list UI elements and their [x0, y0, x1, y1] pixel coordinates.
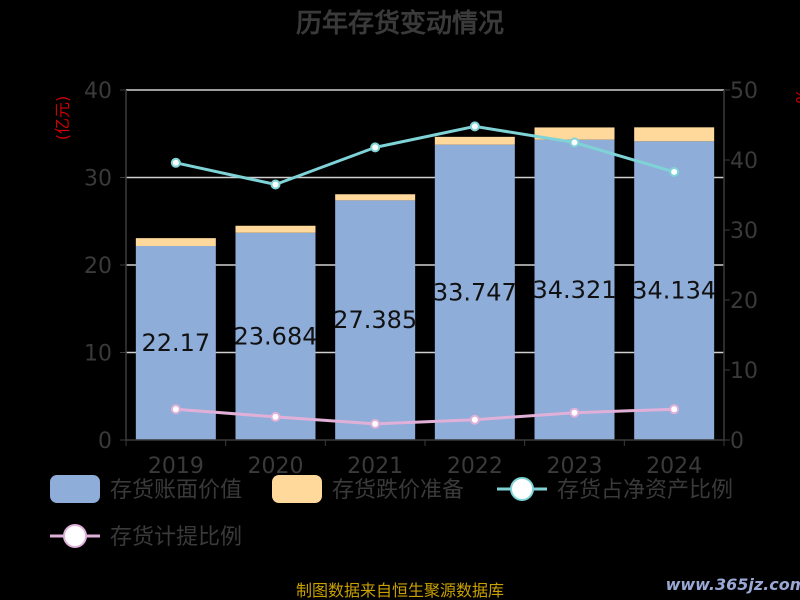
axes: 0 10 20 30 40 0 10 20 30 40 50 2019 2020 2021 2022 2023… — [84, 79, 758, 479]
bar-存货跌价准备-2024 — [634, 127, 715, 142]
y-left-tick-label: 20 — [84, 254, 112, 279]
x-tick-label: 2024 — [646, 454, 702, 479]
legend-label-存货占净资产比例: 存货占净资产比例 — [557, 478, 733, 503]
y-right-tick-label: 10 — [730, 359, 758, 384]
bar-存货跌价准备-2023 — [534, 127, 615, 140]
source-note: 制图数据来自恒生聚源数据库 — [296, 581, 504, 600]
bar-存货账面价值-2021 — [335, 200, 416, 440]
bar-value-label: 27.385 — [333, 306, 417, 334]
legend-swatch-存货跌价准备 — [272, 475, 322, 503]
legend-marker-存货占净资产比例 — [510, 477, 534, 501]
y-left-tick-label: 30 — [84, 167, 112, 192]
y-left-tick-label: 0 — [98, 429, 112, 454]
legend-label-存货计提比例: 存货计提比例 — [110, 525, 242, 550]
point-存货占净资产比例-2020 — [270, 179, 281, 190]
grid — [126, 89, 724, 354]
legend-label-存货账面价值: 存货账面价值 — [110, 478, 242, 503]
bar-存货跌价准备-2021 — [335, 194, 416, 201]
legend-marker-存货计提比例 — [63, 524, 87, 548]
y-left-tick-label: 40 — [84, 79, 112, 104]
y-right-tick-label: 50 — [730, 79, 758, 104]
chart-title: 历年存货变动情况 — [296, 8, 504, 39]
x-tick-label: 2023 — [547, 454, 603, 479]
point-存货占净资产比例-2019 — [170, 157, 181, 168]
lines — [170, 121, 680, 429]
point-存货计提比例-2022 — [469, 414, 480, 425]
bar-存货跌价准备-2022 — [434, 136, 515, 145]
point-存货计提比例-2019 — [170, 404, 181, 415]
legend-swatch-存货账面价值 — [50, 475, 100, 503]
line-存货占净资产比例 — [175, 124, 675, 187]
line-存货计提比例 — [175, 407, 675, 426]
point-存货计提比例-2024 — [669, 404, 680, 415]
legend-label-存货跌价准备: 存货跌价准备 — [332, 478, 464, 503]
point-存货占净资产比例-2023 — [569, 137, 580, 148]
x-tick-label: 2021 — [347, 454, 403, 479]
y-right-tick-label: 20 — [730, 289, 758, 314]
point-存货占净资产比例-2021 — [370, 142, 381, 153]
y-right-tick-label: 30 — [730, 219, 758, 244]
x-tick-label: 2019 — [148, 454, 204, 479]
bar-value-label: 22.17 — [141, 329, 210, 357]
bar-value-label: 33.747 — [433, 278, 517, 306]
bar-存货账面价值-2022 — [434, 144, 515, 440]
bar-存货账面价值-2023 — [534, 139, 615, 440]
bar-存货账面价值-2020 — [235, 232, 316, 440]
point-存货占净资产比例-2024 — [669, 166, 680, 177]
bar-value-label: 34.134 — [632, 277, 716, 305]
bar-value-label: 34.321 — [533, 276, 617, 304]
left-axis-unit: (亿元) — [53, 96, 72, 141]
bar-存货跌价准备-2019 — [135, 238, 216, 247]
right-axis-unit: % — [792, 88, 800, 103]
bar-value-label: 23.684 — [234, 322, 318, 350]
bars — [135, 127, 715, 440]
y-right-tick-label: 0 — [730, 429, 744, 454]
watermark: www.365jz.com — [666, 575, 800, 594]
x-tick-label: 2022 — [447, 454, 503, 479]
x-tick-label: 2020 — [248, 454, 304, 479]
bar-labels: 22.17 23.684 27.385 33.747 34.321 34.134 — [141, 276, 716, 357]
bar-存货跌价准备-2020 — [235, 225, 316, 233]
y-right-tick-label: 40 — [730, 149, 758, 174]
point-存货占净资产比例-2022 — [469, 121, 480, 132]
bar-存货账面价值-2024 — [634, 141, 715, 440]
y-left-tick-label: 10 — [84, 342, 112, 367]
point-存货计提比例-2023 — [569, 407, 580, 418]
point-存货计提比例-2021 — [370, 418, 381, 429]
point-存货计提比例-2020 — [270, 411, 281, 422]
